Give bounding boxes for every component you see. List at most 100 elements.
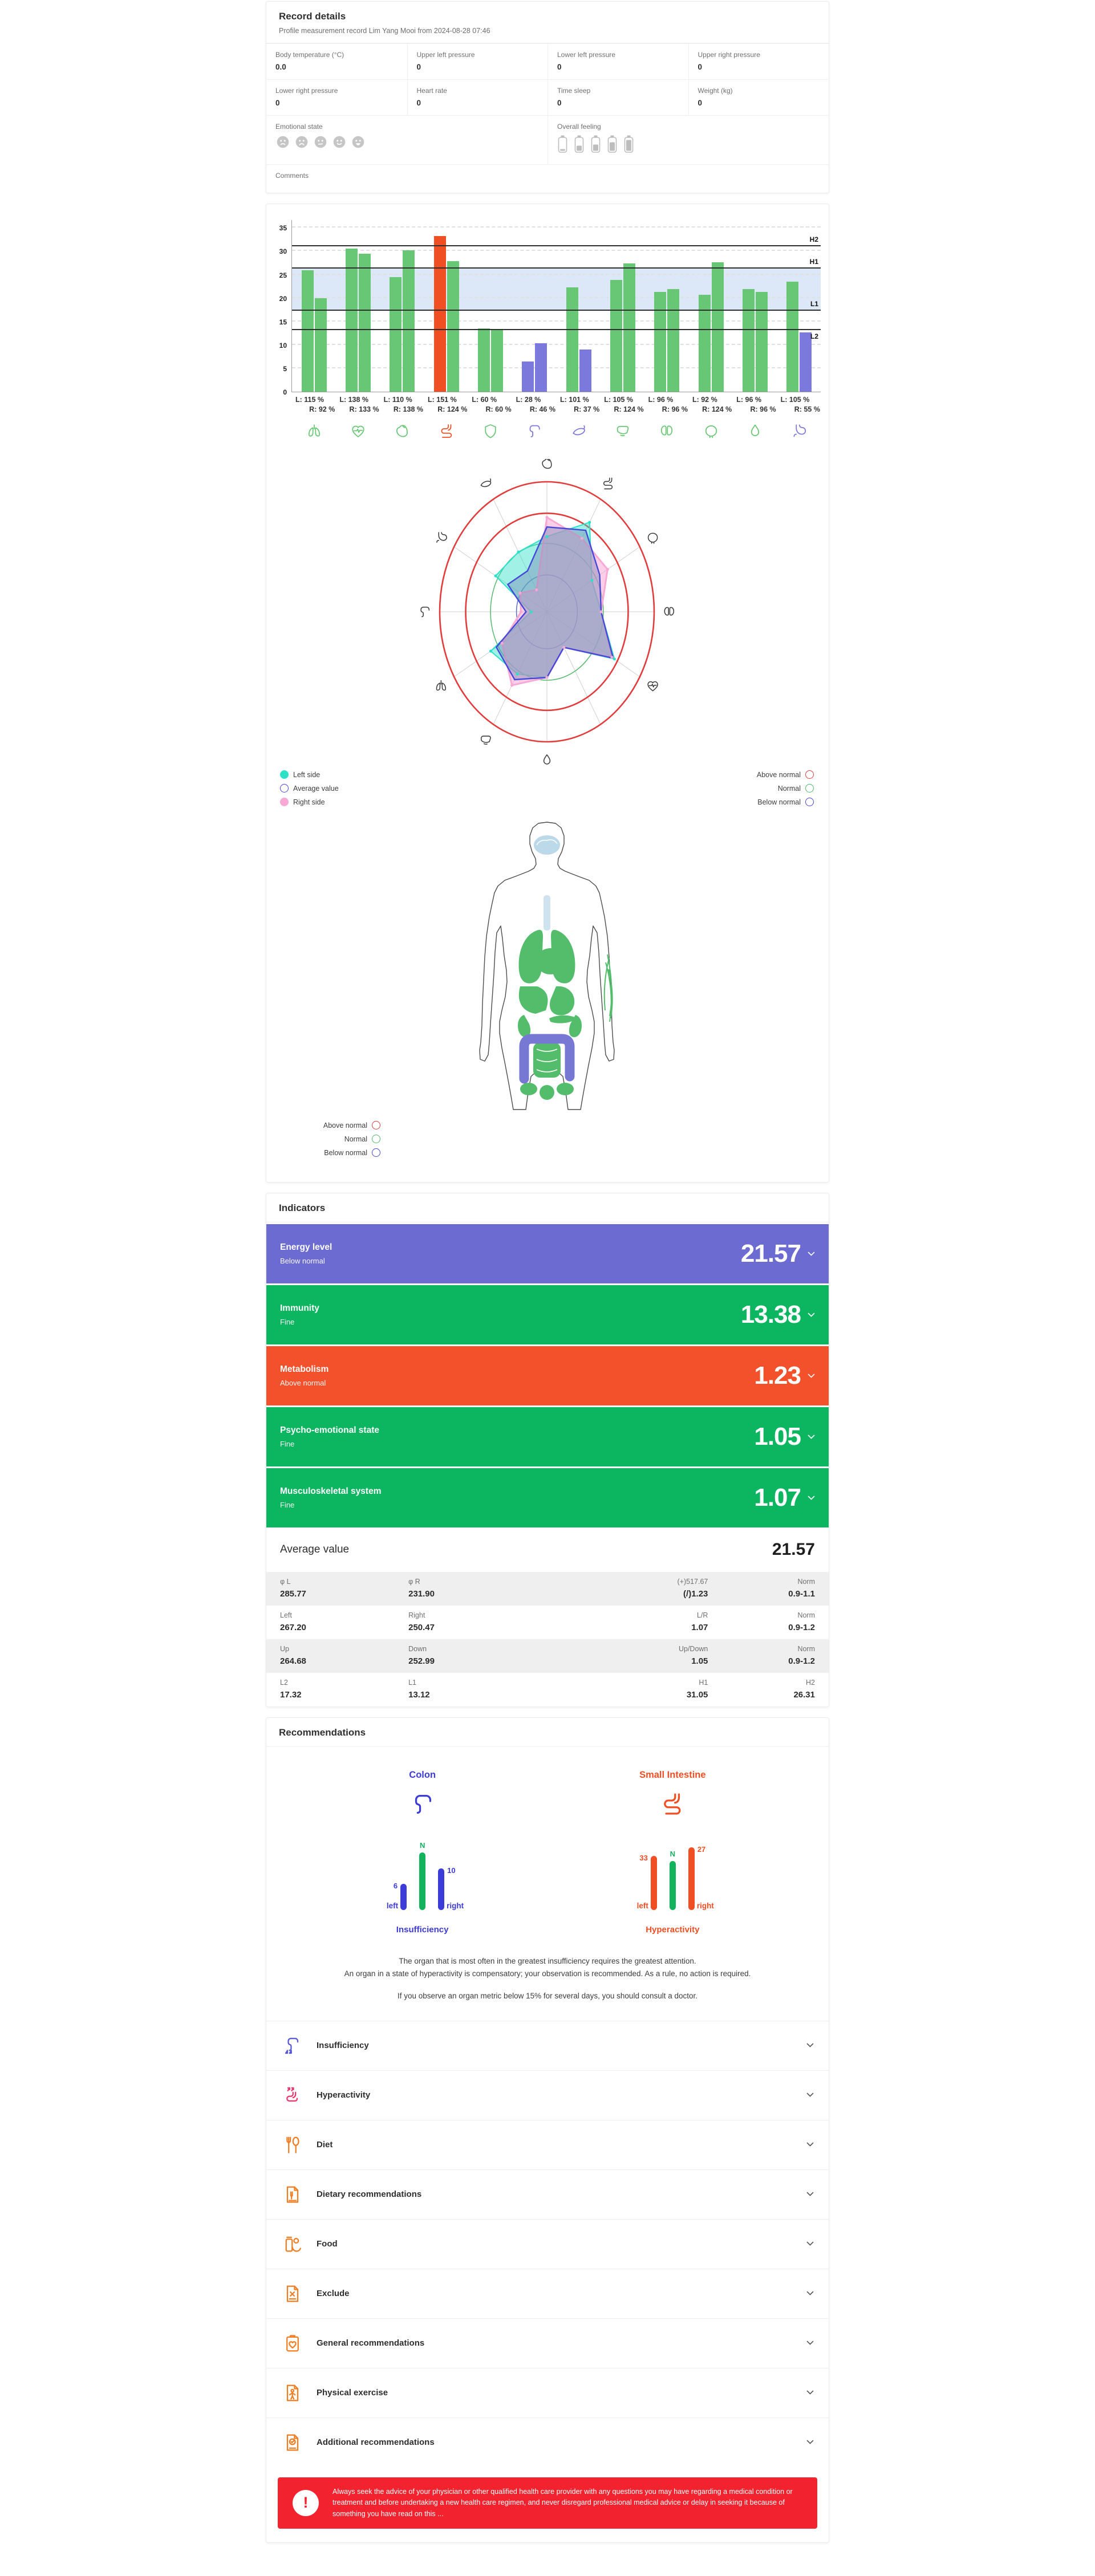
bar-left-kidneys[interactable] <box>654 291 667 392</box>
accordion-item-hyperactivity[interactable]: Hyperactivity <box>266 2070 829 2120</box>
indicator-status: Fine <box>280 1440 295 1448</box>
bar-left-liver[interactable] <box>610 280 622 392</box>
bar-group-label-colon: L: 28 % R: 46 % <box>516 396 555 413</box>
hyperactivity-icon <box>281 2085 304 2106</box>
chevron-down-icon[interactable] <box>806 2440 814 2445</box>
field-label: Lower right pressure <box>275 87 338 95</box>
physical-exercise-icon <box>286 2384 299 2402</box>
bar-right-kidneys[interactable] <box>667 289 680 392</box>
accordion-item-general-recommendations[interactable]: General recommendations <box>266 2318 829 2368</box>
indicator-row-immunity[interactable]: Immunity Fine 13.38 <box>266 1285 829 1344</box>
chevron-down-icon[interactable] <box>806 2241 814 2246</box>
emotional-state-cell: Emotional state <box>266 115 548 164</box>
indicator-row-musculoskeletal-system[interactable]: Musculoskeletal system Fine 1.07 <box>266 1468 829 1527</box>
bar-right-colon[interactable] <box>535 343 548 392</box>
battery-icon-level-4[interactable] <box>607 135 618 156</box>
chevron-down-icon[interactable] <box>806 2390 814 2395</box>
battery-icon-level-3[interactable] <box>590 135 601 156</box>
radar-legend-states: Above normal Normal Below normal <box>757 770 814 806</box>
chevron-down-icon[interactable] <box>808 1496 815 1501</box>
face-sad-icon[interactable] <box>275 135 290 152</box>
chevron-down-icon[interactable] <box>806 2142 814 2147</box>
legend-item: Below normal <box>757 798 814 806</box>
indicator-row-psycho-emotional-state[interactable]: Psycho-emotional state Fine 1.05 <box>266 1407 829 1466</box>
chevron-down-icon[interactable] <box>806 2291 814 2296</box>
chevron-down-icon[interactable] <box>808 1313 815 1318</box>
accordion-item-physical-exercise[interactable]: Physical exercise <box>266 2367 829 2417</box>
overall-feeling-rating[interactable] <box>557 135 820 156</box>
chevron-down-icon[interactable] <box>806 2093 814 2098</box>
comments-row[interactable]: Comments <box>266 164 829 193</box>
body-map-wrap <box>272 815 822 1118</box>
accordion-item-additional-recommendations[interactable]: Additional recommendations <box>266 2417 829 2467</box>
values-table-cell: Norm 0.9-1.2 <box>788 1611 815 1632</box>
bar-left-small-intestine[interactable] <box>433 236 446 392</box>
organ-icon-cell <box>557 422 601 440</box>
values-table-cell: Left 267.20 <box>280 1611 306 1632</box>
diet-icon <box>286 2136 299 2154</box>
chevron-down-icon[interactable] <box>806 2043 814 2048</box>
bar-right-immune-system[interactable] <box>491 328 503 392</box>
kidneys-icon <box>661 425 673 436</box>
page: Record details Profile measurement recor… <box>266 0 829 2576</box>
note-line: The organ that is most often in the grea… <box>399 1957 696 1965</box>
red-ring <box>372 1121 380 1129</box>
battery-icon-level-2[interactable] <box>574 135 585 156</box>
indicator-row-energy-level[interactable]: Energy level Below normal 21.57 <box>266 1224 829 1283</box>
bar-left-bladder[interactable] <box>698 294 711 392</box>
bar-right-pancreas[interactable] <box>579 350 591 392</box>
chevron-down-icon[interactable] <box>806 2192 814 2197</box>
bar-left-heart[interactable] <box>390 277 402 392</box>
chevron-down-icon[interactable] <box>808 1374 815 1379</box>
stomach-organ <box>550 986 575 1015</box>
bar-left-immune-system[interactable] <box>478 328 490 392</box>
colon-icon <box>415 1794 431 1814</box>
values-table-cell: H1 31.05 <box>686 1679 708 1700</box>
bar-left-cardiovascular[interactable] <box>346 249 358 392</box>
blue-ring <box>280 784 289 793</box>
record-details-subtitle: Profile measurement record Lim Yang Mooi… <box>279 27 490 35</box>
small-intestine-icon <box>664 1793 681 1815</box>
heart-organ <box>536 948 565 974</box>
emotional-state-rating[interactable] <box>275 135 538 152</box>
field-label: Upper right pressure <box>697 51 760 59</box>
bar-right-lungs[interactable] <box>314 298 327 392</box>
accordion-item-food[interactable]: Food <box>266 2219 829 2269</box>
values-table-row: φ L 285.77 φ R 231.90 (+)517.67 (/)1.23 Norm 0.… <box>266 1572 829 1606</box>
bar-group-label-lungs: L: 115 % R: 92 % <box>295 396 335 413</box>
accordion-item-diet[interactable]: Diet <box>266 2119 829 2169</box>
bar-right-small-intestine[interactable] <box>447 261 459 392</box>
bar-right-cardiovascular[interactable] <box>359 254 371 392</box>
chevron-down-icon[interactable] <box>808 1435 815 1440</box>
bar-left-stomach[interactable] <box>786 281 799 392</box>
accordion-item-dietary-recommendations[interactable]: Dietary recommendations <box>266 2169 829 2219</box>
bar-left-pancreas[interactable] <box>566 287 578 392</box>
battery-icon-level-1[interactable] <box>557 135 568 156</box>
bar-right-stomach[interactable] <box>800 332 812 392</box>
values-table-cell: (+)517.67 (/)1.23 <box>677 1578 708 1599</box>
cardiovascular-icon <box>352 425 364 437</box>
face-wry-icon[interactable] <box>313 135 328 152</box>
body-map-illustration <box>479 822 615 1110</box>
indicator-value: 1.05 <box>754 1423 801 1450</box>
bar-right-liver[interactable] <box>623 263 635 392</box>
chevron-down-icon[interactable] <box>806 2341 814 2346</box>
accordion-item-exclude[interactable]: Exclude <box>266 2268 829 2318</box>
face-smile-icon[interactable] <box>332 135 347 152</box>
organ-icon-cell <box>424 422 468 440</box>
bar-left-colon[interactable] <box>522 361 534 392</box>
bar-right-heart[interactable] <box>403 250 415 392</box>
battery-icon-level-5[interactable] <box>623 135 634 156</box>
face-grin-icon[interactable] <box>351 135 366 152</box>
indicator-row-metabolism[interactable]: Metabolism Above normal 1.23 <box>266 1346 829 1405</box>
legend-item: Average value <box>280 784 339 793</box>
bar-right-bladder[interactable] <box>711 262 724 392</box>
bar-right-gallbladder[interactable] <box>756 291 768 392</box>
bar-left-lungs[interactable] <box>301 270 314 392</box>
accordion-item-insufficiency[interactable]: Insufficiency <box>266 2020 829 2070</box>
chevron-down-icon[interactable] <box>808 1252 815 1257</box>
bar-left-gallbladder[interactable] <box>743 289 755 392</box>
bar-group-label-liver: L: 105 % R: 124 % <box>604 396 644 413</box>
face-frown-icon[interactable] <box>294 135 309 152</box>
charts-card: 0 5 10 15 20 25 30 35 H2 H1 L1 L2 L: 115 % R: 92 % L… <box>266 204 829 1183</box>
